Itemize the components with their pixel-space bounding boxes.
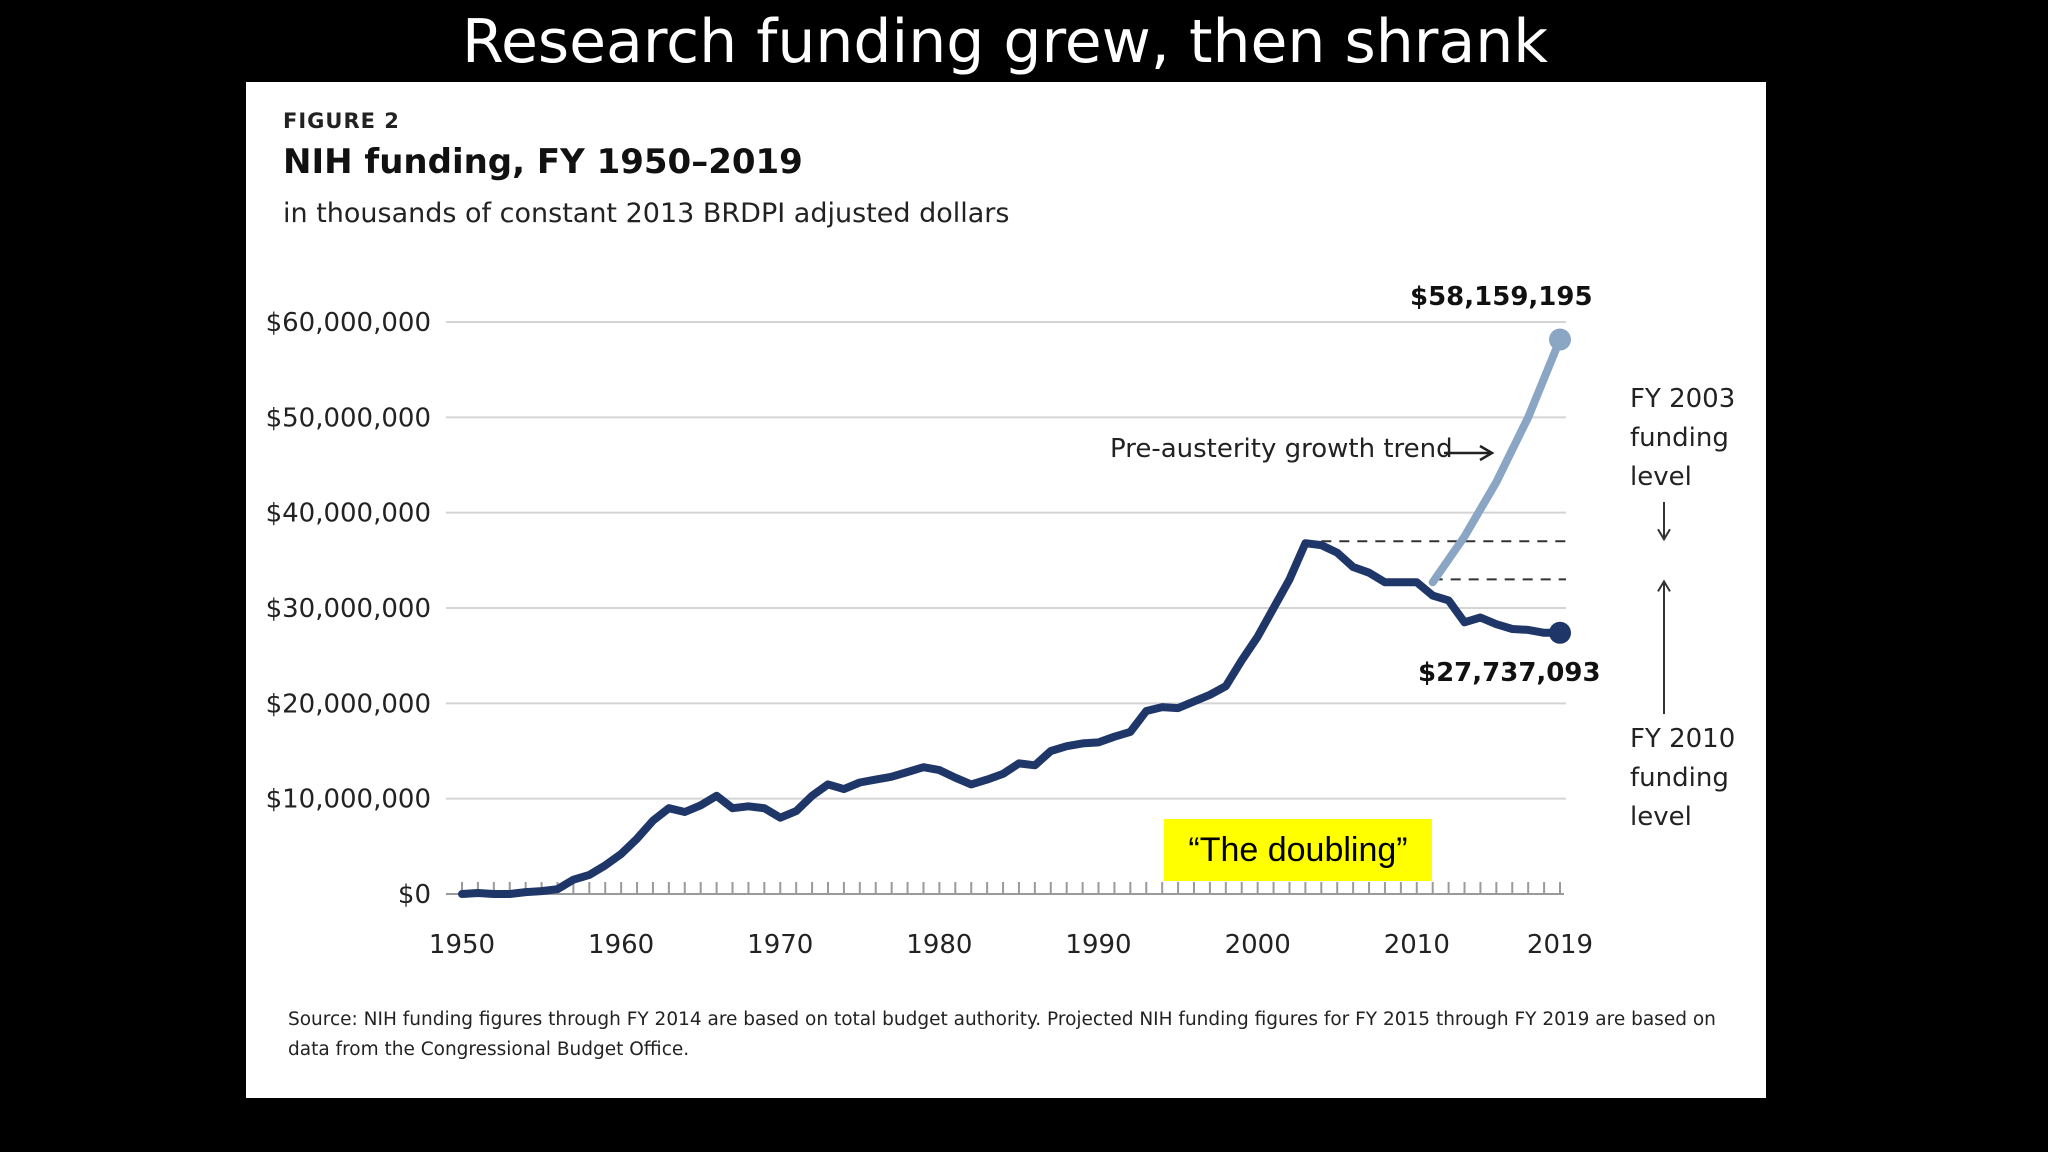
x-tick-label: 1950 bbox=[429, 930, 495, 960]
chart-title: NIH funding, FY 1950–2019 bbox=[283, 142, 803, 182]
trend-series-line bbox=[1428, 335, 1564, 587]
trend-label: Pre-austerity growth trend bbox=[1110, 434, 1453, 464]
x-tick-label: 1970 bbox=[747, 930, 813, 960]
source-note: Source: NIH funding figures through FY 2… bbox=[288, 1009, 1716, 1060]
funding-series-line bbox=[458, 539, 1564, 898]
chart-canvas: $0 $10,000,000 $20,000,000 $30,000,000 $40,0… bbox=[266, 308, 1671, 960]
y-tick-label: $60,000,000 bbox=[266, 308, 431, 338]
actual-end-value-label: $27,737,093 bbox=[1418, 658, 1601, 688]
y-tick-label: $30,000,000 bbox=[266, 594, 431, 624]
y-tick-label: $50,000,000 bbox=[266, 403, 431, 433]
y-tick-label: $20,000,000 bbox=[266, 689, 431, 719]
fy2003-arrowhead bbox=[1657, 528, 1671, 542]
x-tick-label: 1980 bbox=[906, 930, 972, 960]
fy2010-note: FY 2010 funding level bbox=[1630, 724, 1736, 832]
fy2003-note: FY 2003 funding level bbox=[1630, 384, 1736, 492]
x-tick-label: 2000 bbox=[1225, 930, 1291, 960]
projected-end-value-label: $58,159,195 bbox=[1410, 282, 1593, 312]
doubling-callout: “The doubling” bbox=[1164, 819, 1432, 881]
y-tick-label: $40,000,000 bbox=[266, 499, 431, 529]
x-tick-label: 1990 bbox=[1065, 930, 1131, 960]
x-tick-label: 2010 bbox=[1384, 930, 1450, 960]
y-tick-label: $10,000,000 bbox=[266, 785, 431, 815]
chart-subtitle: in thousands of constant 2013 BRDPI adju… bbox=[283, 198, 1010, 229]
funding-end-point bbox=[1549, 621, 1571, 644]
x-tick-label: 1960 bbox=[588, 930, 654, 960]
figure-label: FIGURE 2 bbox=[283, 109, 400, 133]
trend-end-point bbox=[1549, 328, 1571, 351]
slide-title: Research funding grew, then shrank bbox=[461, 7, 1549, 77]
y-tick-label: $0 bbox=[398, 880, 431, 910]
trend-arrowhead bbox=[1479, 444, 1495, 462]
figure-panel: $0 $10,000,000 $20,000,000 $30,000,000 $40,0… bbox=[246, 82, 1766, 1098]
x-tick-label: 2019 bbox=[1527, 930, 1593, 960]
fy2010-arrowhead bbox=[1657, 579, 1671, 592]
